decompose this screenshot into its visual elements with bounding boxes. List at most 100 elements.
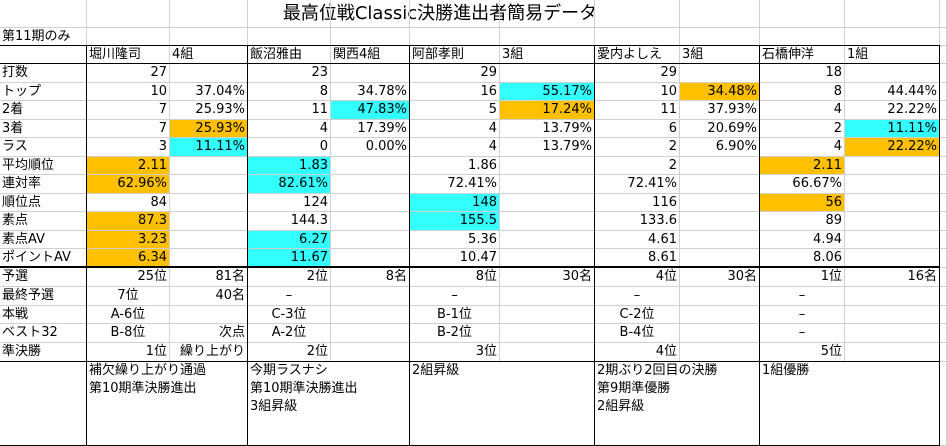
data-cell: 次点 <box>170 324 248 343</box>
data-cell: – <box>595 287 680 306</box>
data-cell: 4位 <box>595 343 680 362</box>
row-label: ラス <box>0 138 87 157</box>
data-cell: 89 <box>760 212 845 231</box>
data-cell: B-8位 <box>87 324 170 343</box>
empty-cell <box>940 194 947 212</box>
header-cell: 石橋伸洋 <box>760 46 845 64</box>
data-cell: 4 <box>410 120 500 138</box>
data-cell: 1位 <box>760 268 845 287</box>
note-cell: 2組昇級 <box>410 362 595 446</box>
data-cell: 11.11% <box>845 120 940 138</box>
data-cell: 20.69% <box>680 120 760 138</box>
data-cell: 4 <box>760 138 845 157</box>
note-cell: 補欠繰り上がり通過 第10期準決勝進出 <box>87 362 248 446</box>
border <box>409 46 410 446</box>
data-cell: 6.27 <box>248 231 331 249</box>
data-cell: 11.67 <box>248 249 331 268</box>
data-cell: 23 <box>248 64 331 83</box>
empty-cell <box>331 287 410 306</box>
data-cell: 124 <box>248 194 331 212</box>
empty-cell <box>170 157 248 175</box>
row-label: 素点 <box>0 212 87 231</box>
header-cell: 関西4組 <box>331 46 410 64</box>
data-cell: 3 <box>87 138 170 157</box>
empty-cell <box>0 362 87 446</box>
data-cell: 155.5 <box>410 212 500 231</box>
empty-cell <box>331 157 410 175</box>
data-cell: 16名 <box>845 268 940 287</box>
empty-cell <box>940 83 947 101</box>
empty-cell <box>760 28 845 46</box>
sheet-title: 最高位戦Classic決勝進出者簡易データ <box>282 3 598 24</box>
data-cell: 8 <box>248 83 331 101</box>
data-cell: 17.24% <box>500 101 595 120</box>
data-cell: 34.78% <box>331 83 410 101</box>
empty-cell <box>500 28 595 46</box>
empty-cell <box>595 28 680 46</box>
data-cell: – <box>760 324 845 343</box>
data-cell: B-2位 <box>410 324 500 343</box>
empty-cell <box>87 0 170 28</box>
data-cell: 30名 <box>500 268 595 287</box>
empty-cell <box>0 46 87 64</box>
data-cell: B-1位 <box>410 306 500 324</box>
empty-cell <box>500 306 595 324</box>
empty-cell <box>170 212 248 231</box>
empty-cell <box>680 28 760 46</box>
empty-cell <box>331 306 410 324</box>
empty-cell <box>87 28 170 46</box>
data-cell: 22.22% <box>845 138 940 157</box>
empty-cell <box>331 64 410 83</box>
border <box>594 46 595 446</box>
data-cell: 116 <box>595 194 680 212</box>
row-label: 最終予選 <box>0 287 87 306</box>
empty-cell <box>760 0 845 28</box>
note-line: 第9期準優勝 <box>597 381 671 396</box>
empty-cell <box>500 157 595 175</box>
empty-cell <box>940 175 947 194</box>
data-cell: 66.67% <box>760 175 845 194</box>
empty-cell <box>500 324 595 343</box>
data-cell: 11 <box>248 101 331 120</box>
data-cell: A-6位 <box>87 306 170 324</box>
row-label: 3着 <box>0 120 87 138</box>
note-line: 2組昇級 <box>597 399 645 414</box>
data-cell: 1.83 <box>248 157 331 175</box>
data-cell: 16 <box>410 83 500 101</box>
data-cell: 30名 <box>680 268 760 287</box>
data-cell: 55.17% <box>500 83 595 101</box>
data-cell: 47.83% <box>331 101 410 120</box>
header-cell: 1組 <box>845 46 940 64</box>
empty-cell <box>845 28 940 46</box>
empty-cell <box>331 175 410 194</box>
border <box>0 266 940 267</box>
data-cell: 5 <box>410 101 500 120</box>
empty-cell <box>940 268 947 287</box>
data-cell: 4 <box>248 120 331 138</box>
data-cell: 3.23 <box>87 231 170 249</box>
header-cell: 堀川隆司 <box>87 46 170 64</box>
empty-cell <box>680 212 760 231</box>
data-cell: 11 <box>595 101 680 120</box>
empty-cell <box>170 231 248 249</box>
empty-cell <box>595 0 680 28</box>
data-cell: 144.3 <box>248 212 331 231</box>
data-cell: 25.93% <box>170 101 248 120</box>
empty-cell <box>500 343 595 362</box>
border <box>0 267 940 268</box>
data-cell: 37.04% <box>170 83 248 101</box>
note-cell: 2期ぶり2回目の決勝 第9期準優勝 2組昇級 <box>595 362 760 446</box>
data-cell: 8 <box>760 83 845 101</box>
empty-cell <box>940 157 947 175</box>
data-cell: 72.41% <box>595 175 680 194</box>
data-cell: 2位 <box>248 343 331 362</box>
empty-cell <box>410 28 500 46</box>
data-cell: 4 <box>760 101 845 120</box>
empty-cell <box>410 0 500 28</box>
row-label: ベスト32 <box>0 324 87 343</box>
data-cell: 2.11 <box>87 157 170 175</box>
empty-cell <box>680 64 760 83</box>
data-cell: B-4位 <box>595 324 680 343</box>
empty-cell <box>680 287 760 306</box>
border <box>0 45 940 46</box>
